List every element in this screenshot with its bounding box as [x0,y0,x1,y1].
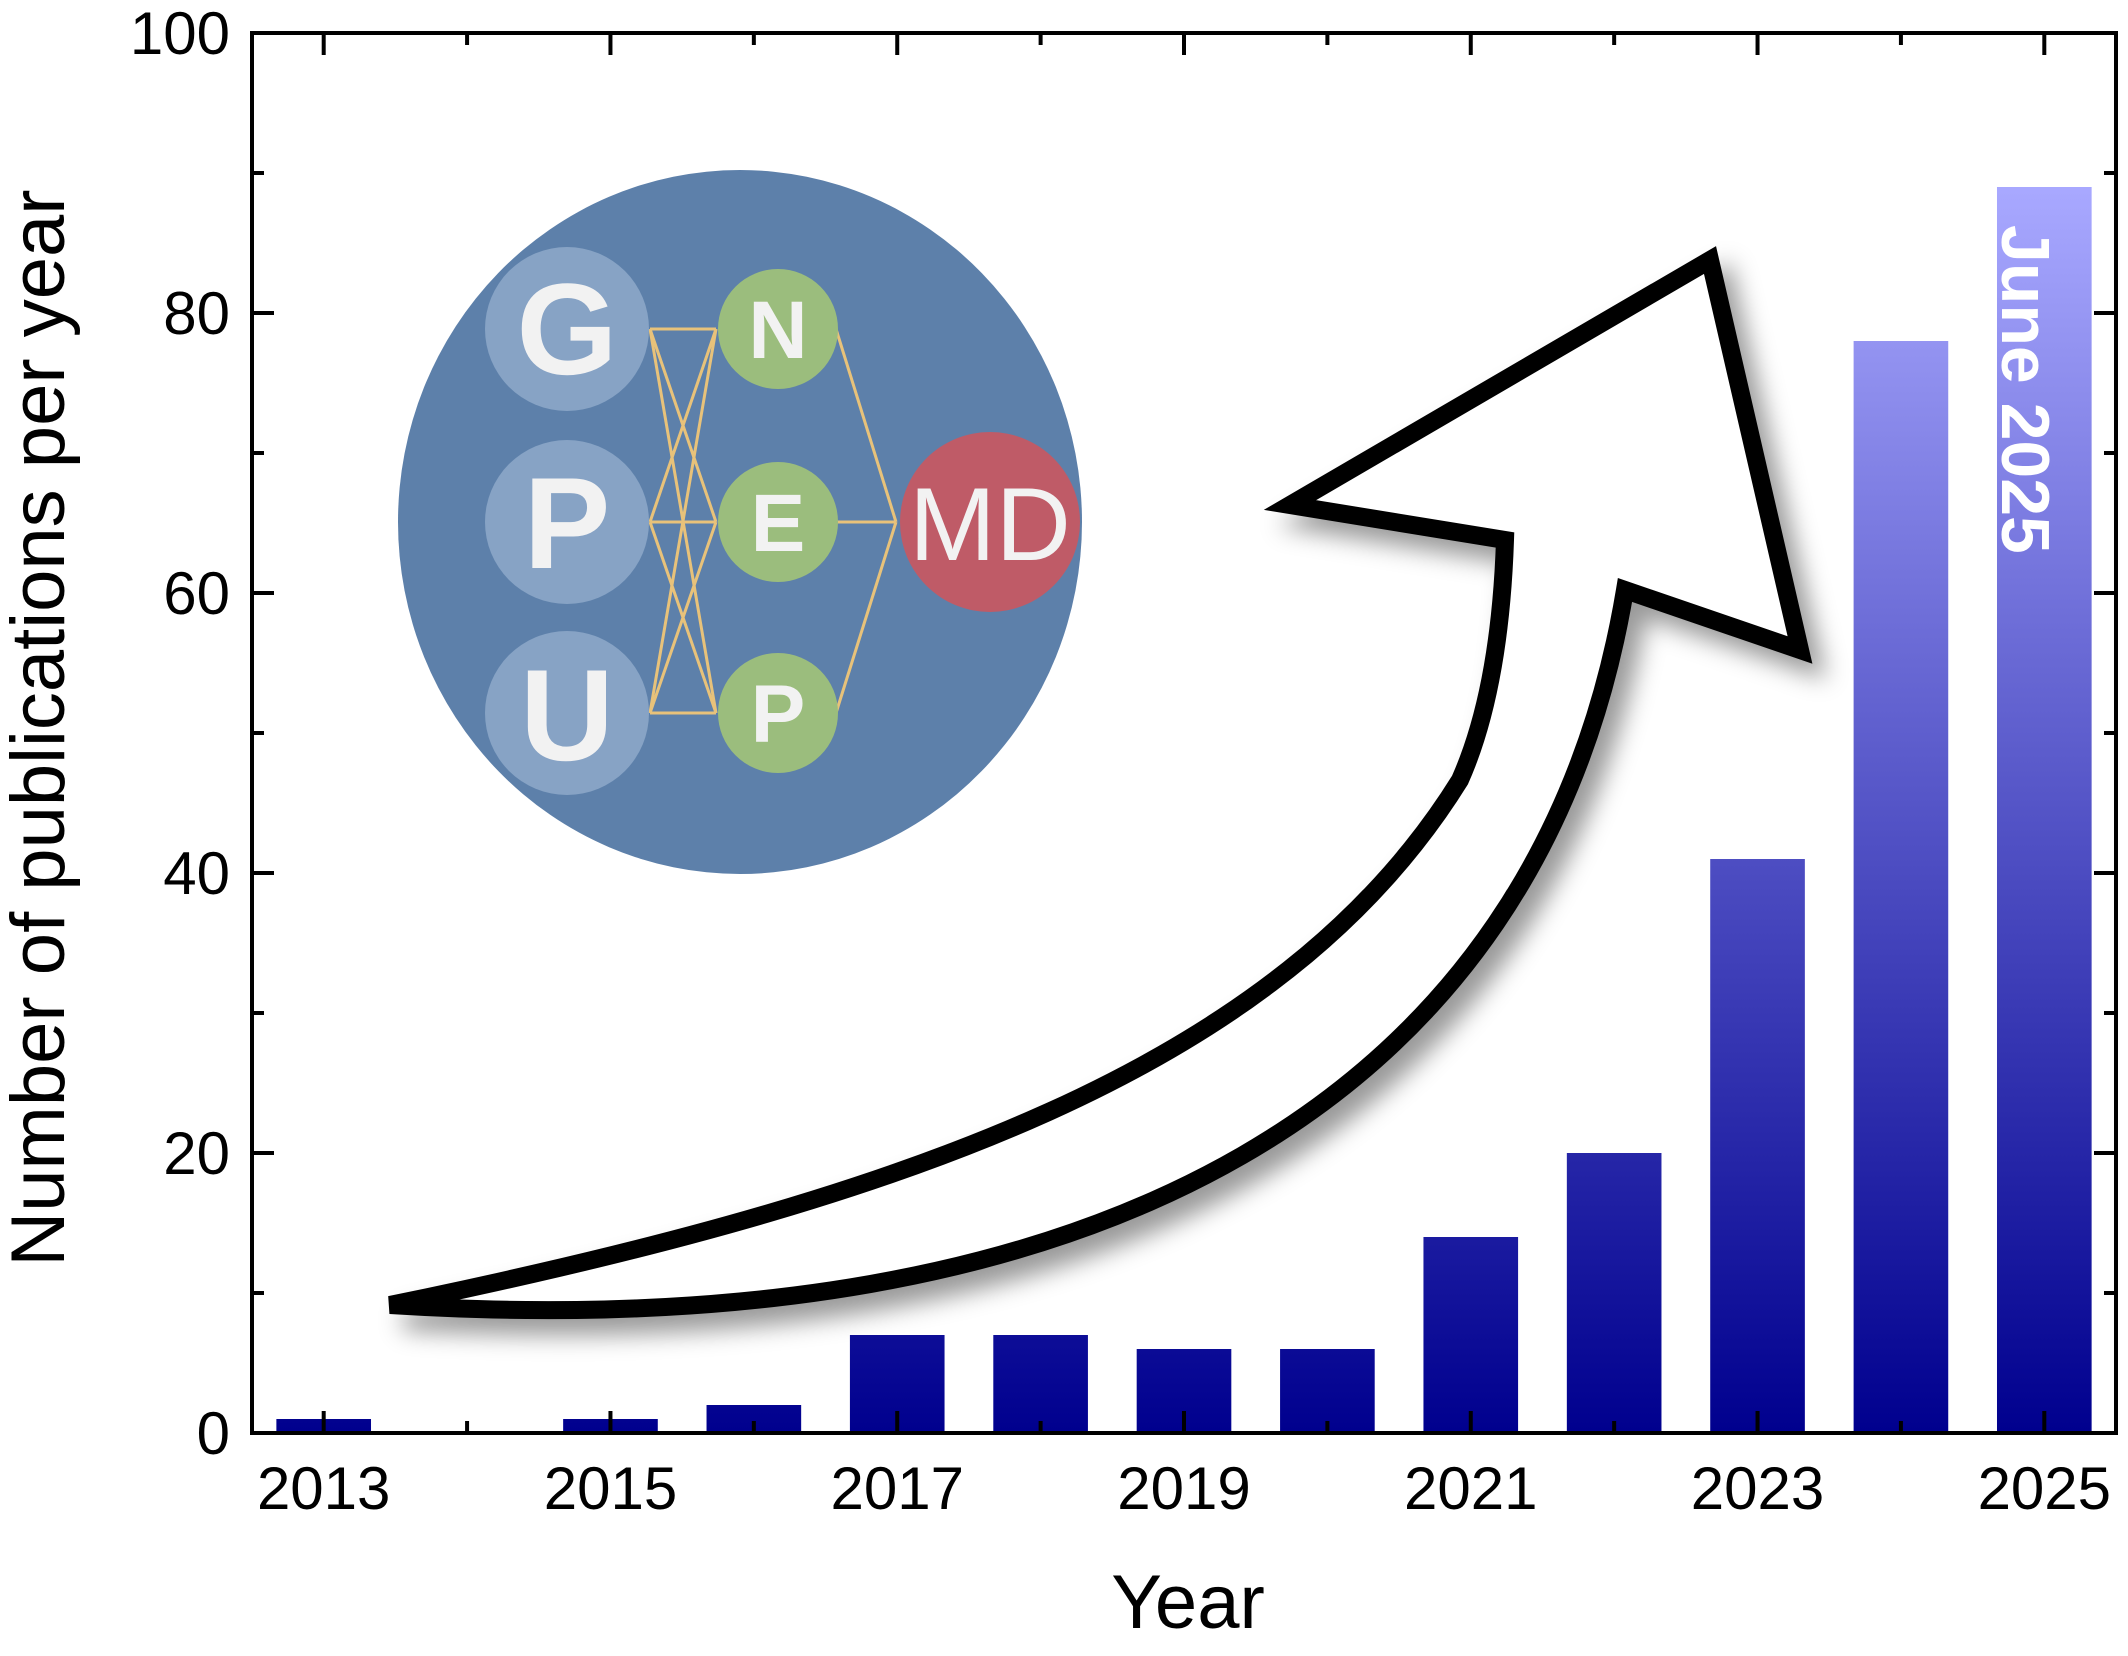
bar-2018 [993,1335,1088,1433]
hidden-node-e [718,462,838,582]
x-tick-label: 2021 [1404,1455,1537,1522]
y-ticks: 0 20 40 60 80 100 [130,0,2116,1467]
logo-letter-e: E [751,478,806,569]
logo-letter-p2: P [751,669,806,760]
bar-2020 [1280,1349,1375,1433]
logo-letter-p: P [524,450,611,596]
x-tick-label: 2023 [1691,1455,1824,1522]
input-node-u [485,631,649,795]
x-tick-label: 2025 [1978,1455,2111,1522]
june-2025-annotation: June 2025 [1987,225,2063,554]
bar-2023 [1710,859,1805,1433]
y-axis-title: Number of publications per year [0,189,81,1266]
bar-2025 [1996,187,2092,1433]
logo-letter-n: N [748,285,807,376]
bar-2021 [1423,1237,1519,1433]
bars-group [276,187,2092,1433]
logo-letter-md: MD [909,467,1071,583]
input-node-p [485,440,649,604]
x-tick-label: 2013 [257,1455,390,1522]
y-tick-label: 80 [163,280,230,347]
input-node-g [485,247,649,411]
hidden-node-p [718,653,838,773]
network-connections [648,327,898,715]
logo-letter-u: U [520,642,614,788]
x-tick-label: 2017 [830,1455,963,1522]
y-tick-label: 40 [163,840,230,907]
x-axis-title: Year [1111,1560,1265,1645]
x-ticks: 2013 2015 2017 2019 2021 2023 2025 [257,33,2111,1522]
logo-letter-g: G [516,256,617,402]
gpumd-logo: G P U N E P MD [398,170,1082,874]
bar-2024 [1853,341,1949,1433]
x-tick-label: 2019 [1117,1455,1250,1522]
hidden-node-n [718,269,838,389]
bar-2022 [1566,1153,1662,1433]
output-node-md [900,432,1080,612]
y-tick-label: 20 [163,1120,230,1187]
y-tick-label: 60 [163,560,230,627]
growth-arrow [388,246,1813,1320]
y-tick-label: 0 [197,1400,230,1467]
x-tick-label: 2015 [544,1455,677,1522]
y-tick-label: 100 [130,0,230,67]
